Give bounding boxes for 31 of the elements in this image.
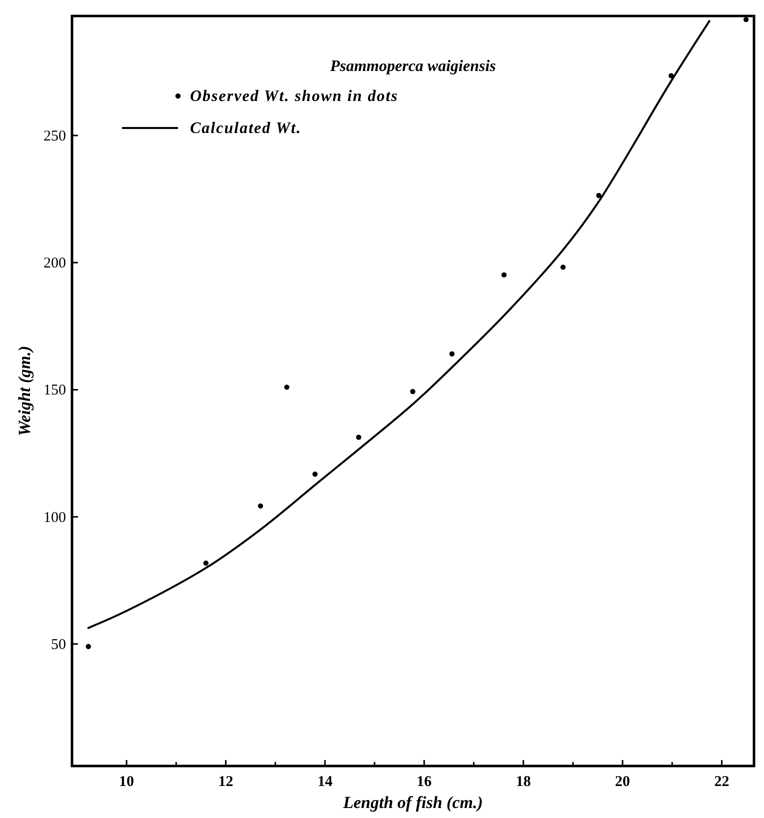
y-tick-label: 150 (44, 382, 66, 399)
x-tick-label: 12 (218, 774, 234, 790)
legend-label: Calculated Wt. (190, 120, 302, 137)
x-tick-label: 22 (714, 774, 730, 790)
text: Psammoperca waigiensis (329, 58, 496, 75)
point (501, 272, 507, 278)
y-tick-label: 100 (44, 510, 66, 526)
x-tick-label: 16 (416, 774, 432, 790)
point (258, 503, 264, 509)
point (410, 388, 416, 394)
y-axis-title: Weight (gm.) (15, 346, 34, 436)
x-tick-label: 18 (516, 774, 531, 790)
x-tick-label: 14 (317, 774, 333, 790)
legend-label: Observed Wt. shown in dots (190, 88, 398, 105)
x-axis-title: Length of fish (cm.) (342, 793, 483, 812)
y-tick-label: 50 (51, 636, 66, 653)
x-tick-label: 20 (615, 774, 630, 790)
line-series (87, 20, 710, 629)
point (284, 384, 290, 390)
point (356, 434, 362, 440)
point (449, 351, 455, 356)
point (743, 16, 749, 22)
point (668, 73, 674, 78)
point (86, 644, 91, 650)
point (203, 560, 209, 566)
x-tick-label: 10 (119, 774, 134, 790)
y-tick-label: 200 (44, 256, 66, 272)
point (560, 264, 566, 270)
y-tick-label: 250 (44, 128, 66, 144)
point (596, 192, 602, 198)
point (312, 472, 318, 477)
